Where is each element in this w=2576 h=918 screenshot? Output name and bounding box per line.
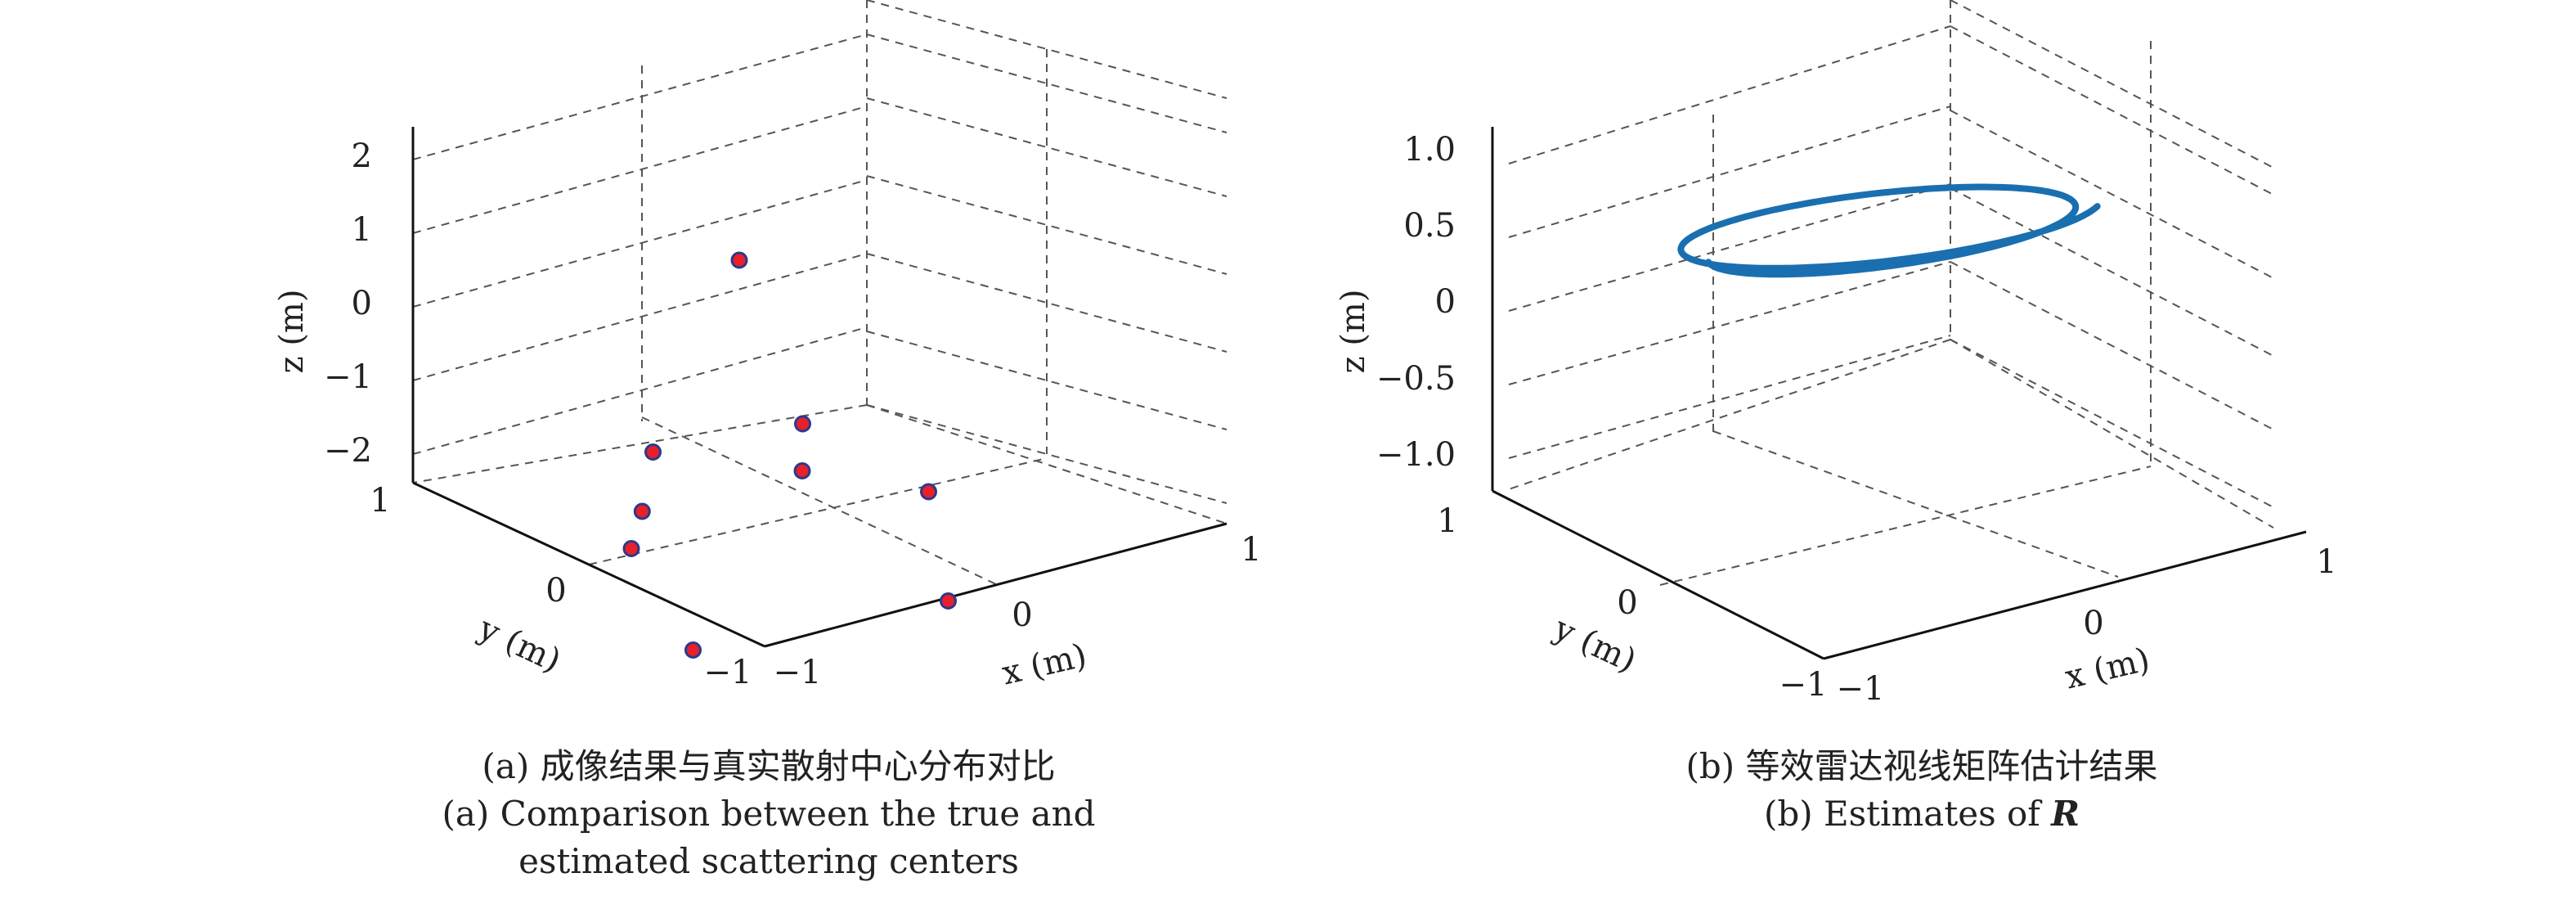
panel-a-point-5 — [793, 462, 811, 479]
panel-b-gridlines — [1508, 0, 2274, 586]
panel-a-xtick-2: 1 — [1241, 531, 1261, 569]
panel-a-point-7 — [684, 641, 702, 659]
panel-b-ytick-2: 1 — [1437, 502, 1457, 540]
panel-a-tick-labels: 2 1 0 −1 −2 −1 0 1 −1 0 1 — [324, 137, 1262, 691]
panel-b-caption-zh: (b) 等效雷达视线矩阵估计结果 — [1685, 746, 2158, 786]
panel-a-ytick-2: 1 — [370, 482, 390, 520]
panel-a-ztick-1: 1 — [352, 211, 372, 249]
panel-b-caption: (b) 等效雷达视线矩阵估计结果 (b) Estimates of R — [1529, 743, 2314, 838]
panel-a-point-3 — [622, 540, 640, 557]
panel-b-xlabel: x (m) — [2062, 641, 2153, 696]
panel-b-ytick-1: 0 — [1617, 584, 1637, 622]
panel-a-ztick-4: −2 — [324, 432, 372, 470]
panel-a-point-8 — [940, 592, 957, 610]
panel-b-caption-en-prefix: (b) Estimates of — [1763, 794, 2052, 834]
panel-b-xtick-1: 0 — [2083, 605, 2103, 642]
panel-a-ytick-0: −1 — [704, 654, 752, 691]
panel-b-zlabel: z (m) — [1335, 290, 1372, 374]
panel-a-ztick-0: 2 — [352, 137, 372, 175]
panel-a-point-0 — [730, 251, 748, 269]
panel-a-point-1 — [644, 443, 662, 461]
panel-a-ztick-3: −1 — [324, 358, 372, 396]
panel-a-caption-en-1: (a) Comparison between the true and — [442, 794, 1096, 834]
panel-a-ytick-1: 0 — [545, 572, 566, 610]
panel-a-xtick-1: 0 — [1012, 596, 1032, 634]
panel-b-ztick-3: −0.5 — [1376, 360, 1456, 398]
panel-b-trajectory-line — [1677, 183, 2101, 278]
panel-a-ztick-2: 0 — [352, 285, 372, 322]
panel-a-scatter3d: 2 1 0 −1 −2 −1 0 1 −1 0 1 z (m) y (m) x (m) — [273, 0, 1262, 692]
panel-a-caption-en-2: estimated scattering centers — [518, 841, 1019, 881]
panel-b-xtick-0: −1 — [1837, 670, 1885, 708]
panel-a-axes — [411, 127, 1227, 648]
panel-a-caption: (a) 成像结果与真实散射中心分布对比 (a) Comparison betwe… — [376, 743, 1161, 885]
panel-b-tick-labels: 1.0 0.5 0 −0.5 −1.0 −1 0 1 −1 0 1 — [1376, 131, 2337, 708]
panel-b-ztick-4: −1.0 — [1376, 436, 1456, 474]
panel-b-axes — [1491, 127, 2307, 660]
panel-b-xtick-2: 1 — [2316, 543, 2336, 581]
panel-a-point-2 — [633, 502, 651, 520]
panel-a-points — [622, 251, 957, 659]
panel-b-ztick-0: 1.0 — [1403, 131, 1456, 169]
panel-a-caption-zh: (a) 成像结果与真实散射中心分布对比 — [482, 746, 1056, 786]
panel-a-point-6 — [920, 483, 937, 501]
panel-a-xtick-0: −1 — [774, 654, 822, 691]
panel-b-ztick-2: 0 — [1435, 283, 1456, 321]
panel-a-point-4 — [794, 415, 811, 433]
panel-a-gridlines — [412, 0, 1227, 586]
panel-b-ztick-1: 0.5 — [1403, 207, 1456, 245]
panel-a-xlabel: x (m) — [999, 637, 1090, 692]
panel-b-line3d: 1.00.50−0.5−1.0−101−101 z (m) y (m) x (m… — [1335, 0, 2337, 708]
panel-b-caption-symbol: R — [2051, 794, 2080, 834]
panel-b-caption-en: (b) Estimates of R — [1529, 790, 2314, 838]
panel-a-ylabel: y (m) — [473, 610, 567, 680]
panel-b-ytick-0: −1 — [1779, 666, 1828, 704]
panel-a-zlabel: z (m) — [273, 290, 311, 374]
